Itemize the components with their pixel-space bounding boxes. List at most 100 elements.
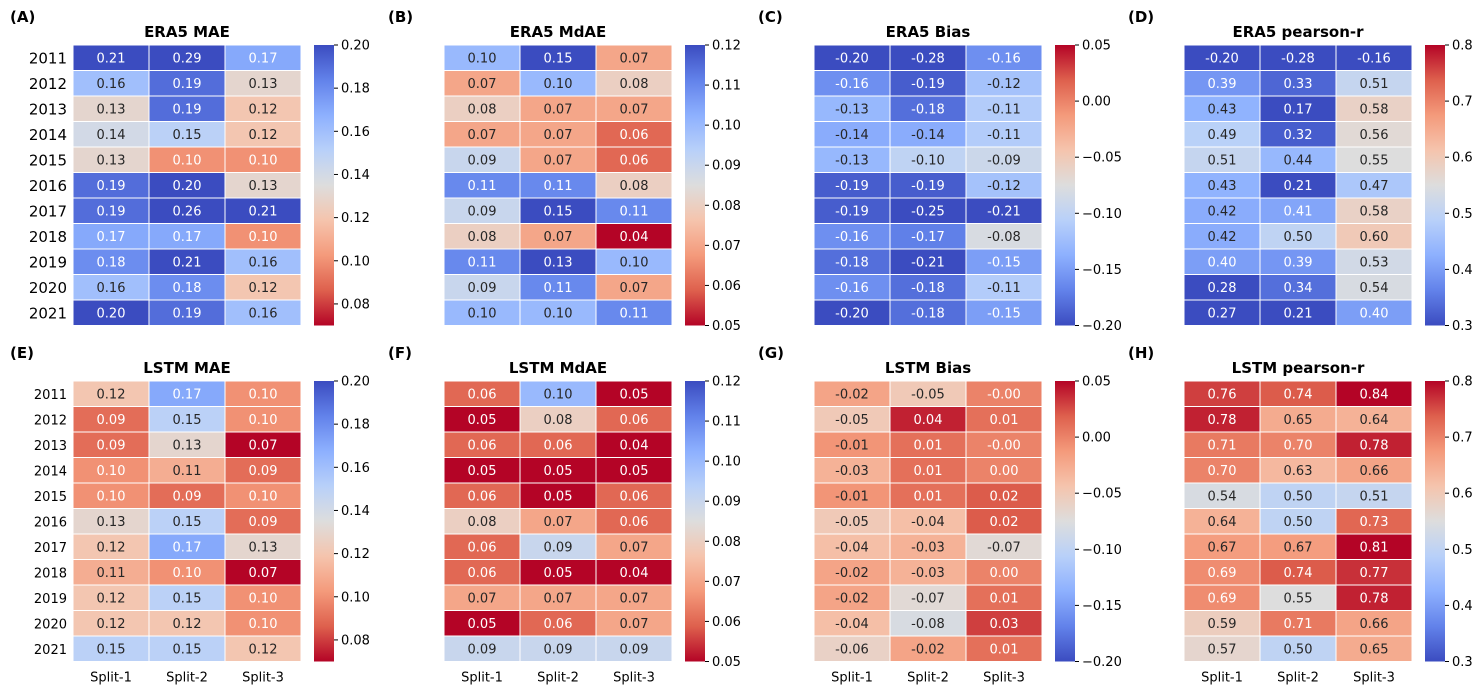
colorbar — [1055, 381, 1075, 662]
heatmap-cell — [72, 610, 150, 637]
y-tick-label: 2021 — [34, 643, 67, 658]
y-tick-label: 2012 — [29, 75, 67, 93]
cell-value: 0.13 — [544, 255, 573, 270]
heatmap-cell — [1183, 610, 1261, 637]
heatmap-cell — [443, 508, 521, 535]
cell-value: 0.51 — [1360, 489, 1389, 504]
heatmap-cell — [1259, 70, 1337, 97]
y-tick-label: 2013 — [29, 100, 67, 118]
cell-value: 0.07 — [620, 281, 649, 296]
panel-title: LSTM MAE — [143, 359, 231, 377]
cell-value: 0.09 — [173, 489, 202, 504]
heatmap-cell — [889, 406, 967, 433]
cell-value: 0.50 — [1284, 515, 1313, 530]
heatmap-cell — [965, 482, 1043, 509]
heatmap-cell — [1335, 559, 1413, 586]
cell-value: -0.08 — [911, 617, 945, 632]
colorbar — [685, 381, 705, 662]
heatmap-cell — [1335, 146, 1413, 173]
colorbar-tick-label: −0.20 — [1082, 655, 1122, 670]
cell-value: 0.58 — [1360, 204, 1389, 219]
panel-title: LSTM Bias — [885, 359, 971, 377]
cell-value: 0.07 — [249, 566, 278, 581]
heatmap-cell — [1335, 610, 1413, 637]
cell-value: 0.07 — [468, 591, 497, 606]
colorbar — [1425, 381, 1445, 662]
colorbar-tick-label: 0.05 — [1082, 375, 1111, 390]
heatmap-cell — [148, 610, 226, 637]
heatmap-cell — [72, 635, 150, 662]
cell-value: 0.58 — [1360, 102, 1389, 117]
cell-value: 0.56 — [1360, 128, 1389, 143]
cell-value: 0.06 — [620, 413, 649, 428]
cell-value: -0.19 — [835, 204, 869, 219]
x-tick-label: Split-1 — [461, 671, 503, 686]
heatmap-cell — [595, 533, 673, 560]
cell-value: 0.51 — [1208, 153, 1237, 168]
heatmap-cell — [1183, 44, 1261, 71]
heatmap-cell — [443, 299, 521, 326]
cell-value: 0.69 — [1208, 566, 1237, 581]
colorbar-tick-label: 0.12 — [712, 375, 741, 390]
heatmap-cell — [519, 508, 597, 535]
colorbar-tick-label: 0.10 — [341, 254, 370, 269]
heatmap-cell — [443, 635, 521, 662]
cell-value: -0.10 — [911, 153, 945, 168]
cell-value: 0.77 — [1360, 566, 1389, 581]
cell-value: 0.29 — [173, 51, 202, 66]
cell-value: 0.06 — [468, 540, 497, 555]
cell-value: 0.78 — [1360, 591, 1389, 606]
cell-value: 0.05 — [620, 387, 649, 402]
heatmap-cell — [889, 380, 967, 407]
colorbar-tick-label: 0.5 — [1452, 207, 1473, 222]
heatmap-cell — [965, 635, 1043, 662]
heatmap-cell — [519, 610, 597, 637]
cell-value: 0.39 — [1284, 255, 1313, 270]
heatmap-cell — [595, 431, 673, 458]
cell-value: 0.08 — [544, 413, 573, 428]
cell-value: 0.15 — [173, 413, 202, 428]
cell-value: 0.67 — [1208, 540, 1237, 555]
heatmap-cell — [1183, 172, 1261, 199]
cell-value: -0.02 — [835, 591, 869, 606]
cell-value: 0.42 — [1208, 204, 1237, 219]
heatmap-cell — [443, 274, 521, 301]
heatmap-cell — [72, 223, 150, 250]
cell-value: 0.67 — [1284, 540, 1313, 555]
cell-value: 0.71 — [1208, 438, 1237, 453]
cell-value: 0.06 — [620, 489, 649, 504]
cell-value: 0.07 — [544, 128, 573, 143]
y-tick-label: 2021 — [29, 304, 67, 322]
y-tick-label: 2020 — [34, 617, 67, 632]
heatmap-cell — [519, 95, 597, 122]
cell-value: -0.20 — [835, 51, 869, 66]
cell-value: 0.13 — [97, 102, 126, 117]
cell-value: -0.28 — [911, 51, 945, 66]
cell-value: 0.40 — [1360, 306, 1389, 321]
cell-value: 0.20 — [173, 179, 202, 194]
heatmap-cell — [224, 559, 302, 586]
cell-value: -0.14 — [911, 128, 945, 143]
heatmap-cell — [965, 533, 1043, 560]
cell-value: 0.15 — [544, 204, 573, 219]
cell-value: -0.03 — [911, 540, 945, 555]
heatmap-cell — [224, 197, 302, 224]
panel-b: (B) ERA5 MdAE 0.10 0.15 0.07 0.07 0.10 0.08 0.08… — [388, 8, 741, 334]
colorbar-tick-label: −0.10 — [1082, 207, 1122, 222]
cell-value: 0.10 — [249, 617, 278, 632]
heatmap-cell — [1335, 380, 1413, 407]
heatmap-cell — [813, 610, 891, 637]
cell-value: 0.01 — [914, 464, 943, 479]
heatmap-cell — [1335, 121, 1413, 148]
heatmap-cell — [1259, 584, 1337, 611]
cell-value: -0.12 — [987, 77, 1021, 92]
colorbar-tick-label: 0.16 — [341, 461, 370, 476]
colorbar-tick-label: 0.3 — [1452, 319, 1473, 334]
cell-value: 0.57 — [1208, 642, 1237, 657]
cell-value: 0.05 — [468, 464, 497, 479]
cell-value: -0.14 — [835, 128, 869, 143]
heatmap-cell — [443, 248, 521, 275]
colorbar-tick-label: 0.07 — [712, 239, 741, 254]
cell-value: 0.64 — [1360, 413, 1389, 428]
heatmap-cell — [148, 406, 226, 433]
